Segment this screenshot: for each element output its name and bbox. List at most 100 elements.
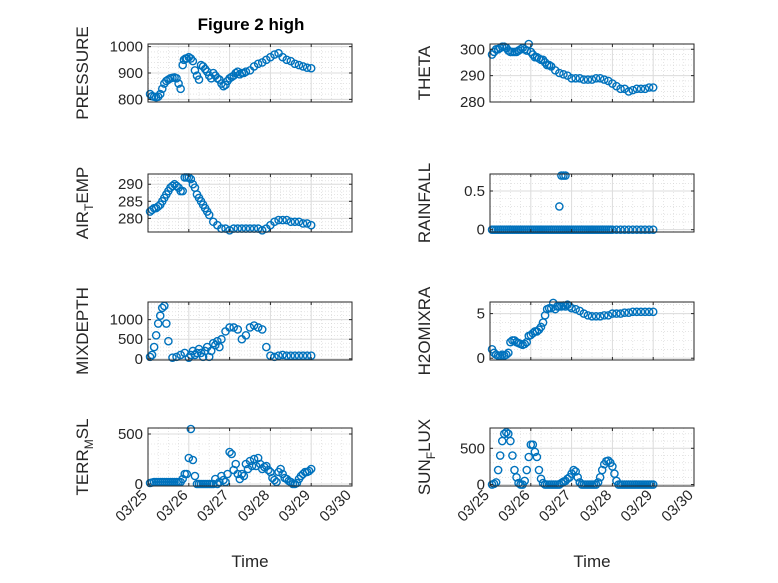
y-label-main: TERR bbox=[73, 449, 92, 495]
data-point bbox=[616, 225, 625, 234]
data-point bbox=[624, 225, 634, 234]
data-point bbox=[306, 63, 316, 73]
data-point bbox=[569, 465, 578, 475]
data-point bbox=[583, 311, 593, 320]
data-point bbox=[157, 303, 167, 313]
data-point bbox=[506, 436, 515, 446]
data-point bbox=[278, 350, 287, 360]
data-point bbox=[516, 44, 525, 54]
y-axis-label: TERRMSL bbox=[73, 418, 96, 495]
data-point bbox=[257, 225, 267, 235]
data-point bbox=[534, 54, 544, 63]
data-point bbox=[502, 350, 511, 359]
data-point bbox=[559, 70, 568, 79]
y-tick-label: 290 bbox=[118, 176, 143, 193]
data-point bbox=[493, 465, 503, 475]
data-point bbox=[555, 68, 564, 78]
data-point bbox=[595, 311, 605, 321]
data-point bbox=[536, 322, 546, 332]
data-point bbox=[213, 73, 222, 83]
y-tick-label: 0 bbox=[477, 477, 485, 494]
y-tick-label: 900 bbox=[118, 65, 143, 82]
data-point bbox=[184, 453, 194, 463]
plot-area bbox=[490, 302, 694, 360]
y-tick-label: 5 bbox=[477, 306, 485, 323]
data-point bbox=[253, 323, 263, 332]
data-point bbox=[587, 75, 597, 84]
data-point bbox=[178, 186, 187, 196]
data-point bbox=[640, 307, 650, 317]
data-point bbox=[204, 210, 214, 220]
data-point bbox=[563, 474, 572, 484]
y-tick-label: 500 bbox=[118, 331, 143, 348]
data-point bbox=[186, 424, 196, 434]
data-point bbox=[206, 346, 216, 356]
y-axis-label: MIXDEPTH bbox=[73, 287, 92, 375]
data-series bbox=[487, 298, 658, 360]
x-axis-label: Time bbox=[573, 552, 610, 571]
data-point bbox=[575, 73, 585, 83]
data-point bbox=[233, 325, 243, 334]
y-tick-label: 0 bbox=[477, 350, 485, 367]
axes-box bbox=[489, 43, 695, 103]
data-point bbox=[624, 87, 634, 96]
data-point bbox=[153, 319, 163, 328]
data-point bbox=[257, 325, 267, 334]
data-point bbox=[544, 60, 554, 70]
data-point bbox=[229, 323, 238, 332]
data-point bbox=[178, 474, 187, 484]
data-point bbox=[194, 75, 204, 84]
data-point bbox=[591, 73, 601, 83]
data-point bbox=[286, 217, 296, 227]
data-point bbox=[557, 478, 566, 488]
data-point bbox=[282, 351, 292, 360]
data-point bbox=[599, 311, 609, 320]
data-point bbox=[616, 84, 625, 94]
figure-title: Figure 2 high bbox=[198, 15, 305, 34]
data-point bbox=[608, 225, 617, 234]
data-point bbox=[294, 60, 304, 70]
y-tick-label: 500 bbox=[118, 426, 143, 443]
data-point bbox=[608, 309, 617, 318]
data-point bbox=[231, 68, 241, 78]
data-series bbox=[145, 424, 316, 489]
data-point bbox=[182, 469, 192, 479]
y-tick-label: 1000 bbox=[110, 39, 143, 56]
data-point bbox=[587, 311, 597, 321]
data-point bbox=[530, 447, 540, 457]
data-point bbox=[628, 225, 638, 234]
y-axis-label: SUNFLUX bbox=[415, 419, 438, 495]
data-point bbox=[219, 475, 228, 485]
subplot-1: 800 900 1000 PRESSURE bbox=[73, 26, 353, 120]
y-tick-label: 280 bbox=[460, 94, 485, 111]
data-point bbox=[172, 181, 181, 191]
data-point bbox=[190, 471, 200, 481]
data-point bbox=[520, 476, 529, 486]
data-point bbox=[231, 459, 241, 469]
data-point bbox=[262, 342, 271, 352]
data-point bbox=[253, 59, 263, 69]
data-point bbox=[604, 456, 613, 465]
data-point bbox=[524, 452, 534, 462]
data-point bbox=[176, 350, 185, 360]
y-tick-label: 0 bbox=[135, 351, 143, 368]
data-point bbox=[241, 67, 251, 76]
axes-box bbox=[489, 301, 695, 361]
y-axis-label: PRESSURE bbox=[73, 26, 92, 120]
y-tick-label: 800 bbox=[118, 91, 143, 108]
data-point bbox=[495, 451, 505, 460]
data-point bbox=[298, 351, 308, 360]
data-point bbox=[174, 79, 183, 88]
axes-box bbox=[489, 173, 695, 233]
data-point bbox=[591, 311, 601, 321]
data-point bbox=[274, 215, 283, 225]
data-point bbox=[270, 217, 279, 227]
data-point bbox=[508, 451, 517, 460]
data-point bbox=[249, 321, 259, 330]
data-point bbox=[534, 465, 544, 475]
data-point bbox=[571, 467, 580, 476]
y-label-subscript: F bbox=[424, 452, 438, 459]
data-point bbox=[168, 353, 177, 362]
data-point bbox=[290, 59, 300, 69]
